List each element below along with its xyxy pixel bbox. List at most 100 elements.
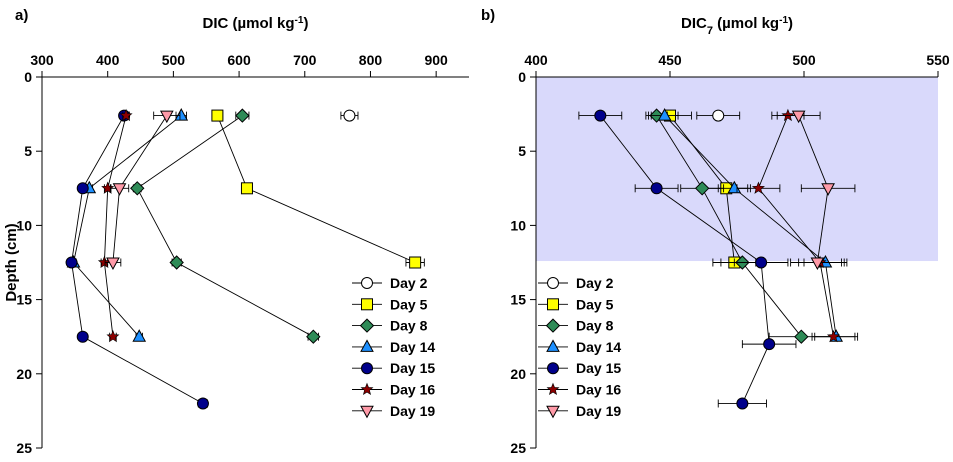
panel-a-series-day-19-point	[106, 257, 120, 271]
legend-label: Day 2	[390, 275, 428, 291]
panel-b-series-day-16-point	[826, 329, 840, 343]
legend-label: Day 2	[576, 275, 614, 291]
panel-b-x-tick-label: 400	[524, 52, 548, 68]
panel-a-series-day-19	[104, 110, 181, 271]
panel-a-x-tick-label: 500	[162, 52, 186, 68]
panel-a-legend-item-day-5: Day 5	[352, 296, 428, 312]
panel-b-series-day-16-point	[751, 181, 765, 194]
panel-b-series-day-16-point	[781, 108, 795, 122]
panel-b-series-day-8-line	[656, 115, 802, 337]
panel-b-y-tick-label: 5	[518, 143, 526, 159]
panel-b-series-day-8-point	[794, 329, 809, 344]
panel-b-series-day-16-line	[757, 115, 834, 337]
panel-a-legend-item-day-16: Day 16	[352, 382, 435, 398]
panel-b-legend-item-day-15: Day 15	[538, 360, 621, 376]
legend-marker	[546, 339, 560, 352]
legend-label: Day 8	[576, 318, 614, 334]
panel-a-series-day-8-point	[306, 329, 321, 344]
panel-a-x-tick-label: 700	[293, 52, 317, 68]
panel-b-series-day-15-point	[594, 109, 607, 122]
panel-b-y-tick-label: 20	[510, 366, 526, 382]
legend-label: Day 16	[576, 382, 621, 398]
panel-a-series-day-8-point	[130, 181, 145, 196]
panel-b-series-day-14-line	[664, 115, 837, 337]
panel-a-legend-item-day-14: Day 14	[352, 339, 435, 355]
legend-marker	[360, 382, 374, 396]
legend-label: Day 8	[390, 318, 428, 334]
panel-b-series-day-19-point	[810, 257, 825, 271]
panel-a-series-day-8-point	[235, 108, 250, 123]
panel-b-series-day-2	[696, 109, 741, 122]
panel-a-series-day-2-point	[343, 109, 356, 122]
legend-label: Day 15	[576, 360, 621, 376]
panel-a-y-tick-label: 15	[16, 292, 32, 308]
panel-a-series-day-8	[130, 108, 321, 344]
panel-b-series-day-15-point	[650, 182, 663, 195]
panel-b-series-day-2-point	[712, 109, 725, 122]
legend-label: Day 14	[390, 339, 435, 355]
panel-a-series-day-5-point	[211, 109, 224, 122]
panel-a-series-day-19-point	[159, 110, 174, 124]
legend-label: Day 19	[390, 403, 435, 419]
panel-b-letter: b)	[481, 7, 495, 24]
panel-a-series-day-15-point	[76, 330, 89, 343]
panel-b-legend: Day 2 Day 5 Day 8 Day 14 Day 15 Day 16 Day 19	[538, 275, 621, 419]
panel-a-series-day-16-point	[106, 329, 120, 343]
panel-a: 300 400 500 600 700 800 900 0 5 10 15 20 25 a) DIC (µm…	[3, 7, 469, 456]
panel-b-legend-item-day-2: Day 2	[538, 275, 614, 291]
panel-b-y-tick-label: 0	[518, 69, 526, 85]
panel-a-series-day-8-point	[169, 255, 184, 270]
legend-label: Day 14	[576, 339, 621, 355]
legend-label: Day 16	[390, 382, 435, 398]
panel-a-series-day-5	[211, 109, 425, 269]
panel-a-y-tick-label: 0	[24, 69, 32, 85]
panel-a-x-tick-label: 300	[30, 52, 54, 68]
panel-b-y-tick-label: 15	[510, 292, 526, 308]
panel-a-x-tick-label: 400	[96, 52, 120, 68]
panel-a-x-tick-label: 600	[227, 52, 251, 68]
panel-a-legend: Day 2 Day 5 Day 8 Day 14 Day 15 Day 16 Day 19	[352, 275, 435, 419]
panel-a-series-day-16-point	[101, 181, 115, 194]
panel-a-legend-item-day-19: Day 19	[352, 403, 435, 419]
panel-a-letter: a)	[15, 7, 28, 24]
panel-a-x-axis-title: DIC (µmol kg-1)	[203, 15, 309, 33]
legend-marker	[546, 382, 560, 396]
panel-b-series-day-15-point	[755, 256, 768, 269]
panel-a-series-day-16-line	[103, 115, 127, 337]
panel-b-legend-item-day-16: Day 16	[538, 382, 621, 398]
panel-a-series-day-19-point	[112, 183, 127, 196]
legend-label: Day 19	[576, 403, 621, 419]
panel-b: 400 450 500 550 0 5 10 15 20 25 b) DIC7 (µmol kg-1)…	[481, 7, 950, 456]
panel-a-legend-item-day-8: Day 8	[352, 318, 428, 334]
panel-a-y-tick-label: 25	[16, 440, 32, 456]
legend-marker	[361, 277, 373, 289]
legend-marker	[359, 318, 375, 333]
panel-a-series-day-8-line	[136, 115, 314, 338]
panel-a-x-tick-label: 800	[359, 52, 383, 68]
panel-b-y-tick-label: 10	[510, 217, 526, 233]
legend-marker	[545, 318, 561, 333]
panel-b-legend-item-day-8: Day 8	[538, 318, 614, 334]
panel-a-legend-item-day-2: Day 2	[352, 275, 428, 291]
panel-b-series-day-8-point	[694, 181, 710, 196]
panel-b-series-day-19	[776, 110, 856, 271]
legend-label: Day 5	[390, 296, 428, 312]
panel-b-x-tick-label: 500	[792, 52, 816, 68]
panel-b-y-tick-label: 25	[510, 440, 526, 456]
panel-b-series-day-15-point	[763, 338, 776, 351]
panel-b-x-axis-title: DIC7 (µmol kg-1)	[681, 15, 793, 38]
panel-b-legend-item-day-19: Day 19	[538, 403, 621, 419]
panel-a-series-day-16-point	[119, 108, 133, 122]
panel-a-series-day-15-line	[71, 115, 204, 404]
legend-marker	[360, 339, 374, 352]
panel-a-series-day-2	[340, 109, 359, 122]
panel-b-x-tick-label: 450	[658, 52, 682, 68]
panel-b-series-day-14-point	[657, 108, 672, 121]
panel-b-shaded-region	[536, 77, 938, 262]
legend-label: Day 15	[390, 360, 435, 376]
panel-a-series-day-5-point	[409, 256, 422, 269]
panel-b-series-day-19-point	[791, 110, 806, 124]
legend-marker	[547, 298, 559, 311]
